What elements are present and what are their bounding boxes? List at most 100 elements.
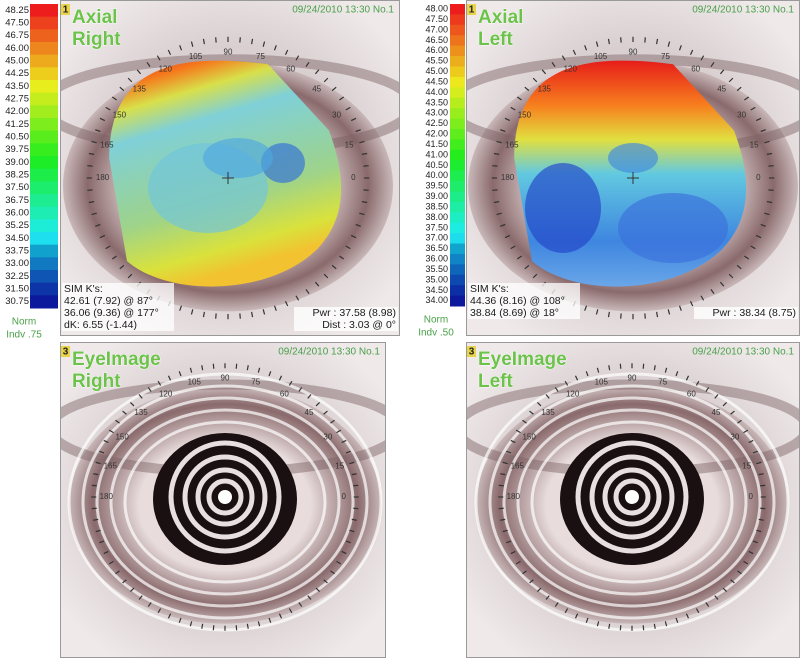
angle-tick (179, 305, 183, 311)
scale-swatch (30, 194, 58, 208)
scale-norm: Norm (12, 317, 36, 328)
angle-tick (331, 86, 337, 92)
scale-label: 35.50 (425, 264, 448, 274)
panel-number: 1 (469, 5, 475, 16)
angle-tick (522, 570, 527, 575)
scale-swatch (450, 87, 465, 99)
angle-tick (246, 365, 249, 371)
scale-swatch (30, 181, 58, 195)
angle-tick (178, 371, 182, 377)
angle-tick (500, 223, 506, 227)
angle-tick (111, 255, 117, 260)
scale-label: 47.00 (425, 24, 448, 34)
panel: 90 105 75 120 60 135 45 150 30 165 15 180 0 1 AxialLef… (466, 0, 800, 336)
angle-tick (130, 587, 135, 592)
scale-label: 44.50 (425, 76, 448, 86)
stat-bg (294, 307, 398, 319)
scale-swatch (30, 118, 58, 132)
topography-zone (525, 163, 601, 253)
scale-label: 30.75 (5, 296, 29, 307)
panel-number: 1 (63, 5, 69, 16)
angle-label: 180 (507, 492, 521, 501)
scale-label: 43.50 (5, 81, 29, 92)
angle-tick (273, 305, 277, 311)
scale-indv: Indv .75 (6, 330, 42, 341)
simk-line: dK: 6.55 (-1.44) (64, 319, 137, 331)
angle-label: 165 (511, 461, 525, 470)
angle-tick (361, 201, 368, 204)
angle-tick (506, 450, 512, 454)
angle-tick (532, 77, 538, 83)
scale-label: 44.25 (5, 68, 29, 79)
angle-tick (147, 387, 152, 392)
angle-tick (157, 380, 162, 386)
angle-tick (506, 540, 512, 544)
angle-tick (595, 41, 599, 47)
angle-tick (750, 245, 756, 250)
scale-label: 43.50 (425, 97, 448, 107)
angle-tick (529, 579, 534, 584)
angle-label: 105 (188, 377, 202, 386)
angle-tick (88, 201, 95, 204)
angle-tick (99, 117, 106, 122)
scale-label: 37.00 (425, 233, 448, 243)
angle-tick (714, 394, 719, 399)
panel-eye: Left (478, 29, 514, 50)
angle-tick (516, 255, 522, 260)
angle-label: 15 (742, 461, 751, 470)
angle-tick (722, 402, 727, 407)
angle-tick (596, 367, 600, 373)
angle-label: 45 (312, 84, 321, 93)
topography-zone (261, 143, 305, 183)
angle-tick (251, 38, 254, 45)
panel-content: 90 105 75 120 60 135 45 150 30 165 15 180 0 (60, 342, 386, 658)
angle-label: 0 (749, 492, 754, 501)
angle-tick (323, 410, 328, 415)
scale-swatch (450, 97, 465, 109)
scale-label: 37.50 (5, 182, 29, 193)
angle-tick (678, 305, 682, 311)
angle-tick (157, 608, 162, 614)
placido-ring-outer (123, 420, 327, 584)
angle-tick (105, 106, 111, 111)
scale-swatch (450, 264, 465, 276)
scale-swatch (30, 257, 58, 271)
scale-label: 43.00 (425, 108, 448, 118)
crosshair (627, 172, 639, 184)
angle-tick (766, 152, 773, 155)
scale-label: 31.50 (5, 284, 29, 295)
angle-tick (737, 419, 742, 424)
angle-tick (314, 69, 320, 75)
panel-eye: Right (72, 371, 121, 392)
angle-tick (201, 365, 204, 371)
angle-tick (178, 617, 182, 623)
stat-pwr: Pwr : 38.34 (8.75) (713, 307, 796, 319)
angle-tick (664, 367, 668, 373)
angle-tick (336, 429, 342, 434)
angle-tick (700, 295, 705, 301)
scale-swatch (30, 29, 58, 43)
angle-label: 75 (658, 377, 667, 386)
scale-label: 42.50 (425, 118, 448, 128)
angle-tick (115, 419, 120, 424)
scale-indv: Indv .50 (418, 328, 454, 339)
scale-swatch (450, 181, 465, 192)
angle-tick (504, 234, 511, 239)
angle-tick (554, 387, 559, 392)
angle-tick (130, 402, 135, 407)
angle-tick (273, 45, 277, 51)
placido-ring-outer (95, 396, 355, 608)
scale-swatch (30, 219, 58, 233)
scale-label: 39.00 (425, 191, 448, 201)
scale-swatch (450, 222, 465, 234)
angle-tick (284, 49, 289, 56)
angle-tick (685, 375, 690, 381)
angle-tick (167, 49, 172, 56)
panel-date: 09/24/2010 13:30 No.1 (278, 347, 380, 358)
angle-label: 120 (564, 65, 578, 74)
angle-tick (99, 234, 106, 239)
angle-label: 30 (323, 433, 332, 442)
angle-tick (719, 69, 725, 75)
angle-tick (764, 140, 770, 144)
angle-tick (584, 45, 588, 51)
